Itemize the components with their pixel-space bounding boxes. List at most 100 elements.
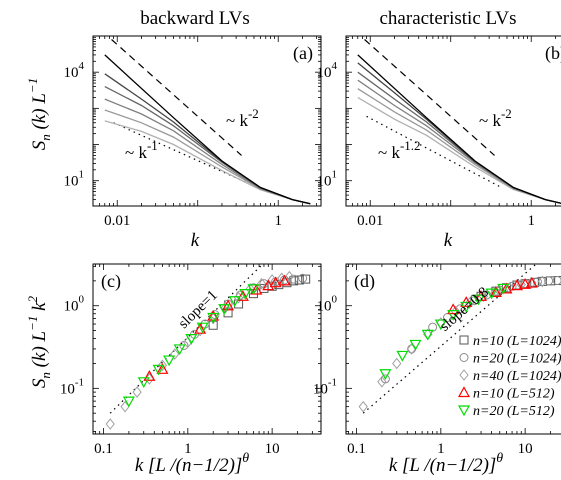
x-axis-label-d: k [L /(n−1/2)]θ [389, 451, 503, 476]
panel-c-point-n20_L512 [185, 333, 198, 345]
x-axis-label-a: k [191, 230, 200, 251]
panel-c-point-n40_L1024 [245, 283, 255, 295]
panel-a-data [104, 39, 311, 205]
column-title-left: backward LVs [140, 8, 250, 29]
panel-b-label: (b) [545, 43, 561, 64]
panel-c-point-n20_L512 [228, 296, 241, 307]
panel-b-y-tick-label: 104 [317, 60, 338, 81]
panel-d-point-n40_L1024 [465, 297, 475, 309]
panel-c-point-n20_L512 [173, 344, 186, 356]
panel-c-x-tick-label: 0.1 [94, 441, 113, 457]
panel-d-point-n20_L512 [460, 301, 473, 313]
panel-c-y-tick-base: 10 [64, 299, 79, 315]
panel-c-point-n10_L512 [269, 276, 282, 288]
legend-label-n20_L512: n=20 (L=512) [473, 404, 555, 419]
x-axis-label-b: k [444, 230, 453, 251]
panel-a-x-tick-label: 1 [274, 213, 282, 229]
panel-c-y-tick-exp: 0 [79, 294, 85, 306]
panel-d-point-n10_L512 [447, 303, 460, 315]
panel-c-point-n40_L1024 [157, 359, 168, 372]
panel-b-y-tick-exp: 1 [332, 169, 338, 181]
panel-d-y-tick-label: 10-1 [313, 376, 337, 397]
panel-b-series-line [357, 54, 561, 204]
panel-c-point-n10_L512 [262, 279, 275, 291]
panel-b-annotation-text: ~ k [479, 111, 501, 130]
panel-a-y-tick-label: 101 [64, 169, 85, 190]
x-axis-label-c: k [L /(n−1/2)]θ [135, 451, 249, 476]
panel-b-annotation-exp: -1.2 [400, 138, 421, 153]
panel-b-annotation-dashed: ~ k-2 [479, 106, 512, 130]
panel-c-point-n20_L512 [239, 289, 252, 300]
panel-a-annotation-exp: -1 [147, 138, 158, 153]
legend-label-n20_L1024: n=20 (L=1024) [473, 352, 561, 367]
panel-c-point-n10_L512 [278, 274, 291, 286]
panel-c-point-n20_L512 [137, 377, 150, 389]
bottom-y-axis-label: Sn (k) L−1 k2 [25, 295, 53, 388]
panel-c-label: (c) [101, 271, 121, 292]
panel-d-point-n20_L512 [485, 288, 498, 300]
panel-d-x-tick-label: 10 [518, 441, 533, 457]
panel-c-point-n40_L1024 [284, 270, 294, 283]
panel-a-annotation-dashed: ~ k-2 [226, 106, 259, 130]
panel-a-annotation-exp: -2 [248, 106, 259, 121]
panel-b-data [357, 39, 561, 204]
panel-d-point-n10_L512 [519, 278, 532, 289]
panel-b-y-tick-exp: 4 [332, 60, 338, 72]
panel-b-guide-dashed [364, 39, 495, 156]
panel-b-x-tick-label: 0.01 [357, 213, 383, 229]
panel-c-point-n40_L1024 [183, 336, 193, 349]
panel-d-y-tick-exp: -1 [328, 376, 337, 388]
panel-a-guide-dotted [113, 122, 247, 183]
panel-b-y-tick-base: 10 [317, 174, 332, 190]
panel-d-point-n20_L512 [497, 283, 510, 295]
panel-c-point-n20_L1024 [298, 273, 308, 283]
panel-d-point-n10_L512 [510, 279, 523, 291]
panel-d-point-n20_L512 [472, 294, 485, 306]
panel-c-point-n40_L1024 [132, 386, 142, 398]
legend-marker-n10_L1024 [459, 335, 469, 345]
panel-d-point-n20_L512 [379, 369, 392, 381]
panel-a-series-line [104, 120, 311, 205]
panel-c-point-n20_L512 [196, 322, 209, 334]
panel-b-x-tick-label: 1 [527, 213, 535, 229]
legend-label-n10_L512: n=10 (L=512) [473, 387, 555, 402]
panel-c-point-n20_L512 [152, 364, 165, 376]
panel-d-point-n10_L512 [489, 286, 502, 297]
panel-a-y-tick-exp: 4 [79, 60, 85, 72]
legend-marker-n20_L512 [457, 405, 471, 417]
panel-d-point-n20_L512 [421, 329, 434, 341]
panel-c-point-n20_L512 [163, 355, 176, 367]
panel-a-series-line [104, 54, 311, 205]
panel-d-y-tick-base: 10 [317, 299, 332, 315]
column-title-right: characteristic LVs [380, 8, 517, 29]
panel-d-point-n40_L1024 [537, 275, 547, 288]
legend-label-n10_L1024: n=10 (L=1024) [473, 334, 561, 349]
panel-d-point-n40_L1024 [392, 357, 402, 370]
panel-d-point-n20_L512 [409, 339, 422, 351]
panel-b-y-tick-base: 10 [317, 65, 332, 81]
panel-d-point-n20_L1024 [407, 344, 417, 354]
legend: n=10 (L=1024) n=20 (L=1024) n=40 (L=1024) n… [457, 334, 561, 419]
panel-a-annotation-text: ~ k [125, 143, 147, 162]
panel-c-point-n40_L1024 [170, 348, 180, 360]
panel-c-x-tick-label: 1 [184, 441, 192, 457]
panel-a-y-tick-base: 10 [64, 174, 79, 190]
legend-marker-n20_L1024 [459, 353, 469, 362]
panel-c-x-tick-label: 10 [265, 441, 280, 457]
panel-b-y-tick-label: 101 [317, 169, 338, 190]
panel-d-x-tick-label: 0.1 [347, 441, 366, 457]
panel-c-point-n40_L1024 [256, 277, 267, 290]
panel-b-series-line [357, 79, 561, 204]
panel-a-series-line [104, 73, 311, 205]
panel-c-y-tick-label: 100 [64, 294, 85, 315]
panel-d-y-tick-exp: 0 [332, 294, 338, 306]
panel-d-point-n10_L512 [460, 296, 473, 307]
panel-c-point-n10_L512 [236, 290, 249, 301]
panel-c-y-tick-exp: -1 [75, 376, 84, 388]
legend-label-n40_L1024: n=40 (L=1024) [473, 369, 561, 384]
panel-c-point-n10_L512 [250, 283, 263, 295]
panel-c-point-n10_L512 [156, 363, 169, 374]
